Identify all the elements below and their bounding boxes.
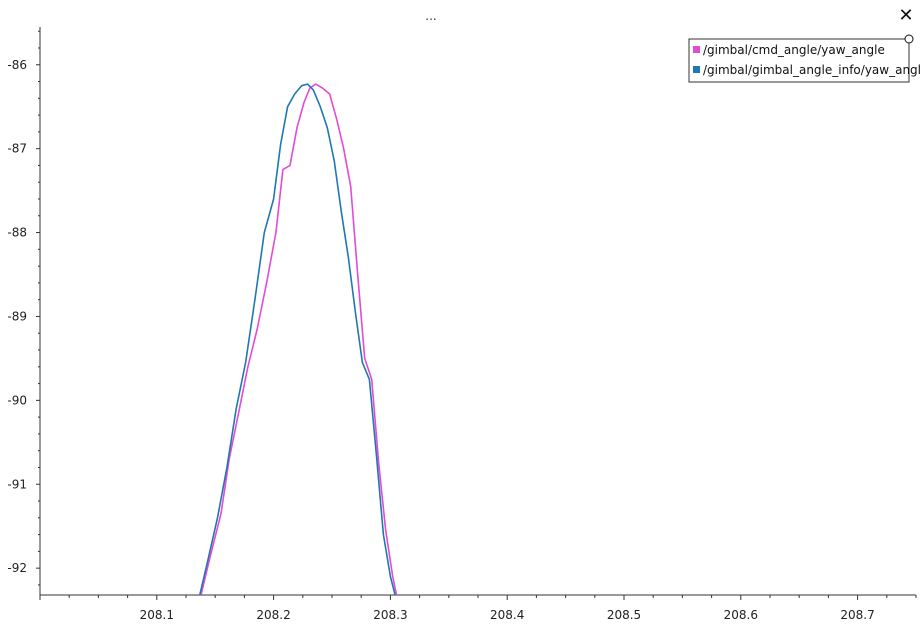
legend-swatch-gimbal-angle-info — [693, 66, 700, 73]
y-tick-label: -92 — [7, 561, 27, 575]
chart-title: ... — [425, 9, 436, 23]
close-icon[interactable]: ✕ — [898, 5, 913, 26]
legend-resize-handle-icon[interactable] — [904, 34, 914, 44]
y-tick-label: -91 — [7, 477, 27, 491]
y-tick-label: -89 — [7, 309, 27, 323]
y-tick-label: -86 — [7, 58, 27, 72]
close-button[interactable]: ✕ — [898, 5, 913, 26]
x-tick-label: 208.6 — [724, 608, 758, 622]
legend-swatch-cmd-angle — [693, 46, 700, 53]
axes — [39, 27, 916, 596]
series-layer — [198, 83, 398, 595]
y-tick-label: -88 — [7, 226, 27, 240]
series-line-gimbal-angle-info — [198, 83, 396, 595]
x-tick-label: 208.4 — [490, 608, 524, 622]
y-tick-label: -87 — [7, 142, 27, 156]
x-tick-label: 208.1 — [140, 608, 174, 622]
y-axis-ticks: -86 -87 -88 -89 -90 -91 -92 — [7, 30, 40, 586]
y-tick-label: -90 — [7, 393, 27, 407]
x-tick-label: 208.2 — [256, 608, 290, 622]
x-tick-label: 208.5 — [607, 608, 641, 622]
x-tick-label: 208.3 — [373, 608, 407, 622]
x-axis-ticks: 208.1 208.2 208.3 208.4 208.5 208.6 208.7 — [39, 595, 917, 622]
legend-label-gimbal-angle-info[interactable]: /gimbal/gimbal_angle_info/yaw_angle — [703, 63, 921, 77]
legend-label-cmd-angle[interactable]: /gimbal/cmd_angle/yaw_angle — [703, 43, 885, 57]
series-line-cmd-angle — [200, 83, 398, 595]
x-tick-label: 208.7 — [840, 608, 874, 622]
legend-box — [688, 38, 910, 83]
legend[interactable]: /gimbal/cmd_angle/yaw_angle /gimbal/gimb… — [688, 34, 921, 83]
